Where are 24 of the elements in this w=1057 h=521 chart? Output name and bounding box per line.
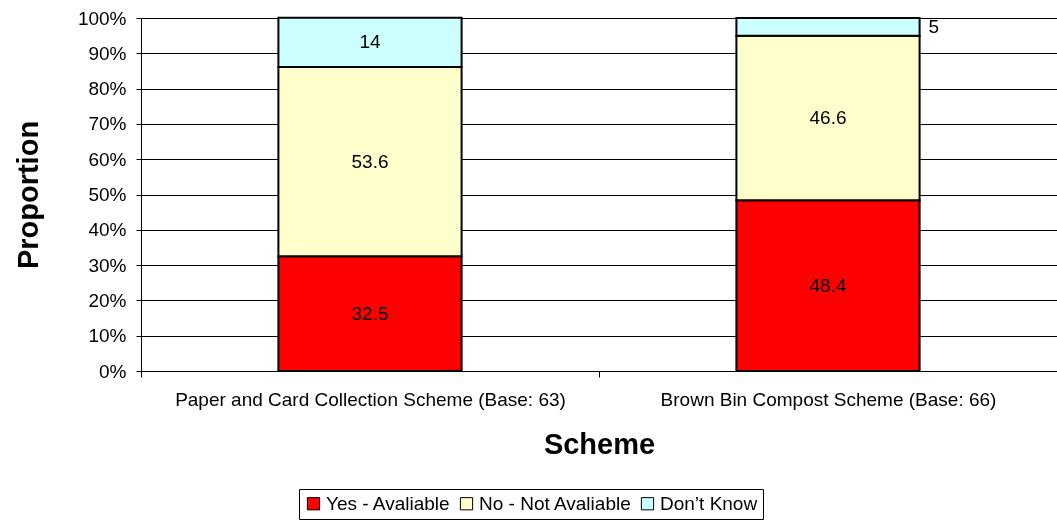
y-tick-label: 70% xyxy=(88,113,127,135)
y-tick-label: 0% xyxy=(99,360,127,382)
data-label: 5 xyxy=(928,15,940,37)
y-tick-label: 60% xyxy=(88,148,127,170)
y-tick-label: 30% xyxy=(88,254,127,276)
y-tick-label: 40% xyxy=(88,219,127,241)
y-tick-label: 80% xyxy=(88,78,127,100)
x-tick-label: Paper and Card Collection Scheme (Base: 63) xyxy=(175,388,566,410)
data-label: 14 xyxy=(359,31,381,53)
data-label: 48.4 xyxy=(809,274,847,296)
y-tick-label: 10% xyxy=(88,325,127,347)
y-axis-title: Proportion xyxy=(11,120,44,270)
y-tick-label: 100% xyxy=(77,7,127,29)
legend-label: Yes - Avaliable xyxy=(326,492,450,514)
y-tick-label: 50% xyxy=(88,184,127,205)
legend-label: No - Not Avaliable xyxy=(479,492,631,514)
y-tick-label: 20% xyxy=(88,289,127,311)
data-label: 46.6 xyxy=(809,106,847,128)
y-tick-label: 90% xyxy=(88,42,127,64)
x-axis-title: Scheme xyxy=(543,427,656,460)
legend-label: Don’t Know xyxy=(660,492,758,514)
data-label: 53.6 xyxy=(351,150,389,172)
x-tick-label: Brown Bin Compost Scheme (Base: 66) xyxy=(660,388,997,410)
data-label: 32.5 xyxy=(351,302,389,324)
